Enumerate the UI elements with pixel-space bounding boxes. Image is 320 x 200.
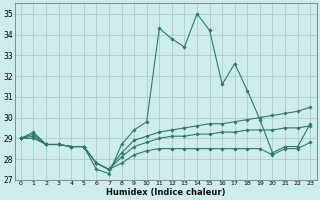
X-axis label: Humidex (Indice chaleur): Humidex (Indice chaleur) [106, 188, 225, 197]
